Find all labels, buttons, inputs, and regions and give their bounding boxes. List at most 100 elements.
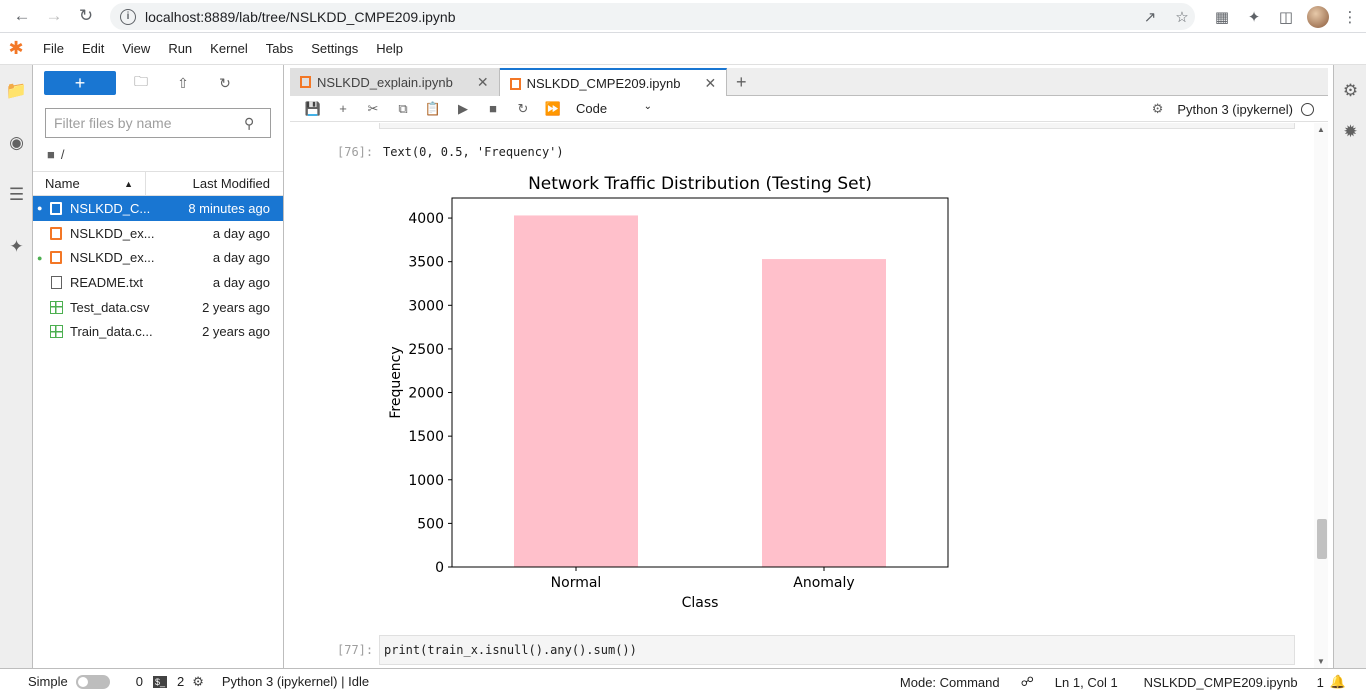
run-all-icon[interactable]: ⏩ <box>544 100 562 116</box>
file-row[interactable]: Test_data.csv 2 years ago <box>33 295 283 320</box>
code-cell-77[interactable]: print(train_x.isnull().any().sum()) <box>379 635 1295 665</box>
status-bar: Simple 0 $_ 2 ⚙ Python 3 (ipykernel) | I… <box>0 668 1366 694</box>
menu-settings[interactable]: Settings <box>311 41 359 56</box>
menu-view[interactable]: View <box>122 41 151 56</box>
y-tick-label: 1000 <box>408 473 444 489</box>
right-sidebar: ⚙ ✹ <box>1333 65 1366 668</box>
share-icon[interactable]: ↗ <box>1143 8 1157 26</box>
info-icon[interactable]: i <box>120 8 136 25</box>
bar-anomaly <box>762 259 886 567</box>
browser-menu-icon[interactable]: ⋮ <box>1342 8 1358 26</box>
copy-icon[interactable]: ⧉ <box>398 100 408 116</box>
address-bar[interactable]: i localhost:8889/lab/tree/NSLKDD_CMPE209… <box>110 3 1195 30</box>
kernel-count[interactable]: 2 <box>177 674 185 689</box>
restart-icon[interactable]: ↻ <box>517 100 529 116</box>
refresh-icon[interactable]: ↻ <box>219 74 231 91</box>
menu-tabs[interactable]: Tabs <box>265 41 294 56</box>
running-sessions-icon[interactable]: ◉ <box>9 133 24 152</box>
property-inspector-icon[interactable]: ⚙ <box>1342 81 1359 100</box>
kernel-name[interactable]: Python 3 (ipykernel) <box>1177 101 1293 117</box>
file-row[interactable]: NSLKDD_ex... a day ago <box>33 221 283 246</box>
cut-icon[interactable]: ✂ <box>367 100 379 116</box>
column-name-header[interactable]: Name ▲ <box>33 172 146 195</box>
menu-edit[interactable]: Edit <box>81 41 105 56</box>
tab-nslkdd-explain[interactable]: NSLKDD_explain.ipynb ✕ <box>290 68 500 96</box>
upload-icon[interactable]: ⇧ <box>177 74 189 91</box>
kernel-status-text[interactable]: Python 3 (ipykernel) | Idle <box>221 674 370 689</box>
cursor-position[interactable]: Ln 1, Col 1 <box>1054 674 1118 690</box>
column-modified-header[interactable]: Last Modified <box>192 176 270 191</box>
y-tick-label: 1500 <box>408 429 444 445</box>
debugger-icon[interactable]: ⚙ <box>1151 101 1164 116</box>
notebook-content[interactable]: [76]: Text(0, 0.5, 'Frequency') Normal An… <box>290 123 1320 668</box>
forward-icon[interactable]: → <box>45 6 63 25</box>
output-prompt: [76]: <box>337 145 374 159</box>
bar-normal <box>514 215 638 567</box>
side-panel-icon[interactable]: ◫ <box>1278 8 1294 26</box>
file-name: NSLKDD_C... <box>70 200 151 216</box>
scrollbar-thumb[interactable] <box>1317 519 1327 559</box>
paste-icon[interactable]: 📋 <box>424 100 442 116</box>
file-modified: a day ago <box>212 274 270 290</box>
new-launcher-button[interactable]: + <box>44 71 116 95</box>
left-sidebar: 📁 ◉ ☰ ✦ <box>0 65 33 668</box>
back-icon[interactable]: ← <box>13 6 31 25</box>
trusted-icon[interactable]: ☍ <box>1020 674 1034 689</box>
file-row[interactable]: ● NSLKDD_C... 8 minutes ago <box>33 196 283 221</box>
cell-type-dropdown[interactable]: Code ⌄ <box>576 101 652 116</box>
table-of-contents-icon[interactable]: ☰ <box>8 185 25 204</box>
notebook-scrollbar[interactable]: ▲ ▼ <box>1314 123 1328 668</box>
notebook-toolbar: 💾 + ✂ ⧉ 📋 ▶ ■ ↻ ⏩ Code ⌄ ⚙ Python 3 (ipy… <box>290 96 1328 122</box>
file-list: ● NSLKDD_C... 8 minutes ago NSLKDD_ex... a d… <box>33 196 283 344</box>
file-name: Train_data.c... <box>70 324 153 340</box>
file-row[interactable]: Train_data.c... 2 years ago <box>33 319 283 344</box>
add-cell-icon[interactable]: + <box>339 101 347 116</box>
save-icon[interactable]: 💾 <box>304 100 322 116</box>
file-browser: + 🗀 ⇧ ↻ ⚲ ■ / Name ▲ Last Modified ● NSLK… <box>33 65 284 668</box>
code-text: print(train_x.isnull().any().sum()) <box>384 643 637 657</box>
file-modified: 2 years ago <box>202 299 270 315</box>
run-icon[interactable]: ▶ <box>458 100 468 116</box>
folder-icon[interactable]: 📁 <box>5 81 28 100</box>
file-filter-input[interactable] <box>54 115 244 131</box>
menu-file[interactable]: File <box>43 41 64 56</box>
extension-manager-icon[interactable]: ✦ <box>9 237 24 256</box>
simple-mode-toggle[interactable] <box>75 674 110 689</box>
breadcrumb-path[interactable]: / <box>60 147 65 162</box>
profile-avatar[interactable] <box>1302 1 1334 33</box>
file-row[interactable]: ● NSLKDD_ex... a day ago <box>33 245 283 270</box>
new-tab-button[interactable]: + <box>735 71 747 92</box>
debugger-icon[interactable]: ✹ <box>1343 122 1358 141</box>
breadcrumb: ■ / <box>33 138 283 171</box>
file-modified: 2 years ago <box>202 324 270 340</box>
tab-nslkdd-cmpe209[interactable]: NSLKDD_CMPE209.ipynb ✕ <box>499 68 728 97</box>
scroll-up-icon[interactable]: ▲ <box>1317 125 1325 134</box>
bookmark-star-icon[interactable]: ☆ <box>1175 8 1189 26</box>
puzzle-icon[interactable]: ✦ <box>1247 8 1261 26</box>
stop-icon[interactable]: ■ <box>489 101 497 116</box>
scroll-down-icon[interactable]: ▼ <box>1317 657 1325 666</box>
notification-count[interactable]: 1 <box>1316 674 1324 690</box>
menu-run[interactable]: Run <box>168 41 193 56</box>
url-text: localhost:8889/lab/tree/NSLKDD_CMPE209.i… <box>145 8 456 25</box>
y-axis-label: Frequency <box>388 346 404 418</box>
output-text: Text(0, 0.5, 'Frequency') <box>383 145 564 159</box>
file-name: Test_data.csv <box>70 299 150 315</box>
folder-icon[interactable]: ■ <box>47 147 55 162</box>
new-folder-icon[interactable]: 🗀 <box>134 73 148 89</box>
close-icon[interactable]: ✕ <box>704 75 717 91</box>
simple-mode-label: Simple <box>28 674 68 689</box>
previous-code-cell[interactable] <box>379 123 1295 129</box>
file-modified: a day ago <box>212 250 270 266</box>
file-list-header: Name ▲ Last Modified <box>33 171 283 196</box>
file-modified: 8 minutes ago <box>188 200 270 216</box>
menu-kernel[interactable]: Kernel <box>210 41 248 56</box>
bell-icon[interactable]: 🔔 <box>1329 674 1346 689</box>
terminal-count[interactable]: 0 <box>135 674 143 689</box>
extension-icon[interactable]: ▦ <box>1214 8 1230 26</box>
reload-icon[interactable]: ↻ <box>78 6 94 25</box>
close-icon[interactable]: ✕ <box>476 73 489 90</box>
menu-help[interactable]: Help <box>376 41 403 56</box>
file-row[interactable]: README.txt a day ago <box>33 270 283 295</box>
y-tick-label: 2000 <box>408 386 444 402</box>
